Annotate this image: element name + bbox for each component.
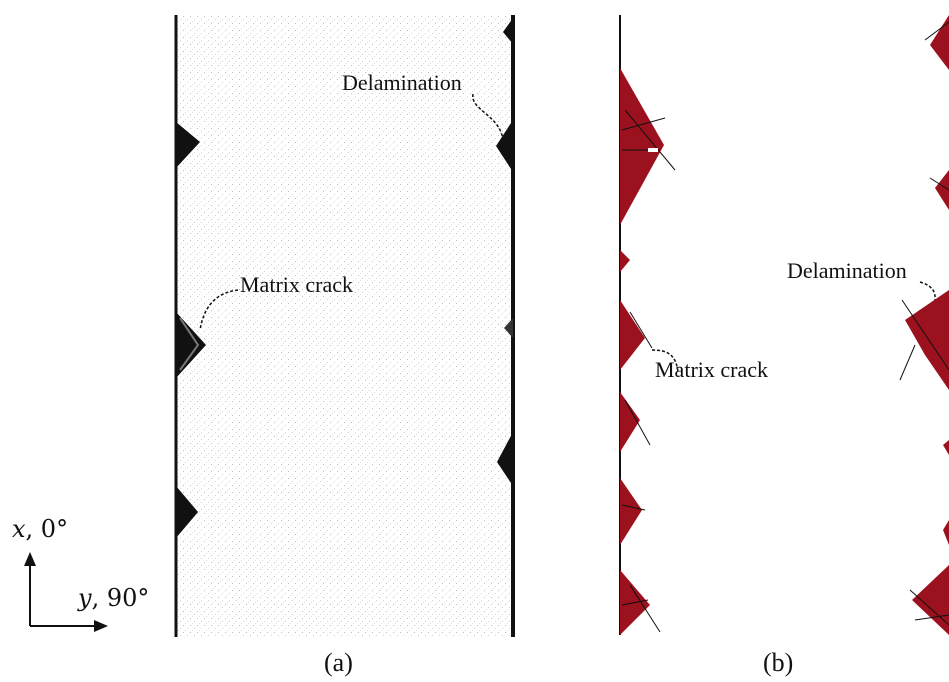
crack-left-3 <box>176 486 198 538</box>
damage-right-4 <box>943 440 949 455</box>
damage-right-1 <box>930 15 949 70</box>
label-delamination-b: Delamination <box>787 258 907 283</box>
damage-left-2 <box>620 250 630 272</box>
crack-left-1 <box>176 122 200 168</box>
hatch-right <box>899 21 949 626</box>
crack-left-2 <box>176 312 206 378</box>
y-axis-arrowhead <box>94 620 108 632</box>
label-matrix-crack-a: Matrix crack <box>240 272 353 297</box>
label-delamination-a: Delamination <box>342 70 462 95</box>
crack-right-2 <box>504 318 513 338</box>
x-axis-label: x, 0° <box>12 515 68 543</box>
coordinate-axes <box>24 552 108 632</box>
leader-delamination-a <box>472 93 504 141</box>
panel-b-simulation <box>619 15 949 635</box>
damage-right-6 <box>912 565 949 635</box>
damage-left-3 <box>620 300 645 370</box>
leader-delamination-b <box>919 281 936 301</box>
caption-a: (a) <box>324 648 353 677</box>
label-matrix-crack-b: Matrix crack <box>655 357 768 382</box>
caption-b: (b) <box>763 648 794 677</box>
damage-right-3 <box>905 290 949 390</box>
hatch-left <box>621 109 676 633</box>
panel-a-specimen <box>174 15 515 637</box>
damage-left-5 <box>620 478 642 545</box>
crack-right-1 <box>496 120 513 172</box>
y-axis-label: y, 90° <box>78 584 149 612</box>
y-axis-var: y <box>78 584 92 612</box>
y-axis-angle: , 90° <box>91 584 150 612</box>
leader-matrix-crack-a <box>199 289 239 331</box>
damage-right-5 <box>943 520 949 545</box>
x-axis-var: x <box>12 515 26 543</box>
x-axis-arrowhead <box>24 552 36 566</box>
damage-right-2 <box>935 170 949 210</box>
damage-left-4 <box>620 392 640 452</box>
crack-right-3 <box>497 432 513 486</box>
specimen-speckle <box>176 15 514 637</box>
damage-left-1 <box>620 68 664 225</box>
x-axis-angle: , 0° <box>25 515 69 543</box>
crack-right-0 <box>503 18 513 44</box>
